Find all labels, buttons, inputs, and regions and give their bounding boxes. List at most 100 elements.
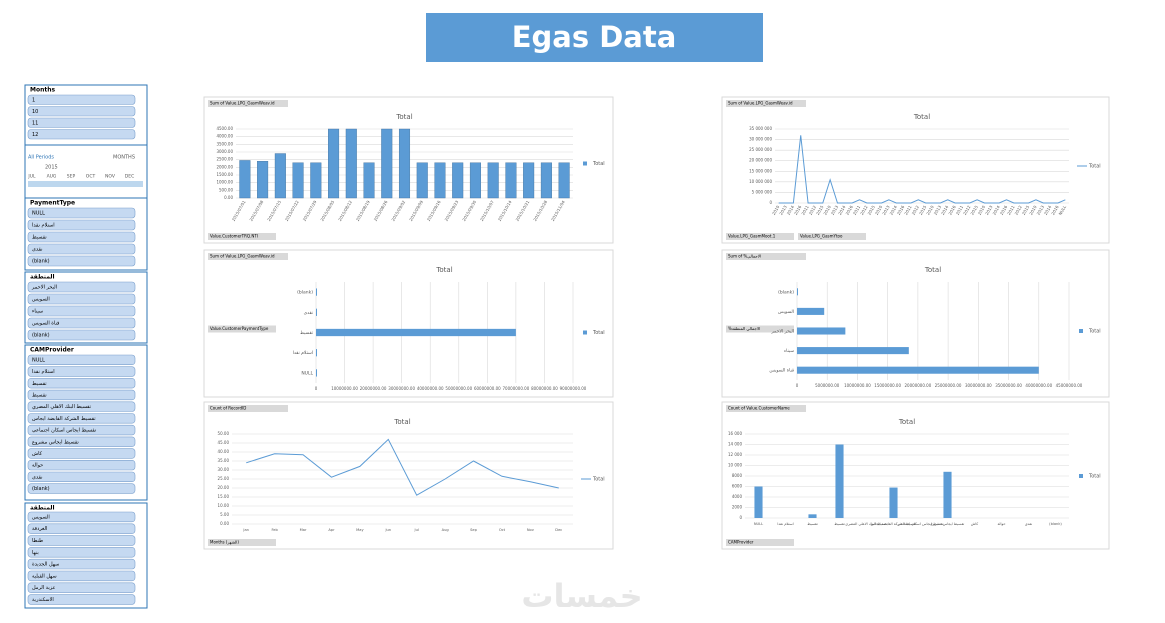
chart-title: Total [393, 418, 410, 426]
x-tick-label: Jul [414, 528, 419, 532]
x-tick-label: Oct [499, 528, 506, 532]
x-tick-label: 2016 [896, 204, 906, 216]
slicer-item-label: حوالة [32, 463, 43, 469]
slicer-item[interactable] [27, 582, 136, 593]
x-tick-label: NULL [1058, 204, 1068, 216]
slicer-item[interactable] [27, 117, 136, 128]
x-tick-label: 2013 [830, 204, 840, 216]
slicer-item-label: الاسكندرية [32, 597, 54, 603]
slicer-item[interactable] [27, 129, 136, 140]
filter-button[interactable] [208, 539, 276, 546]
slicer-item[interactable] [27, 219, 136, 231]
slicer-item[interactable] [27, 401, 136, 412]
bar [381, 128, 393, 199]
field-button[interactable] [208, 100, 288, 107]
slicer-item[interactable] [27, 570, 136, 582]
x-tick-label: 0 [315, 386, 318, 391]
slicer-item-label: تقسيط الشركة القابضة ايجاس [32, 416, 96, 422]
bar [434, 162, 446, 199]
filter-button[interactable] [208, 325, 276, 333]
timeline-month: SEP [67, 174, 76, 180]
slicer-item-label: قناة السويس [32, 321, 60, 327]
slicer-item[interactable] [27, 558, 136, 570]
slicer-item[interactable] [27, 231, 136, 243]
slicer-item[interactable] [27, 281, 136, 293]
slicer-item[interactable] [27, 436, 136, 447]
bar [889, 487, 898, 518]
field-button[interactable] [726, 253, 806, 260]
filter-button[interactable] [798, 233, 866, 240]
slicer-item[interactable] [27, 594, 136, 605]
slicer-item-label: كاش [32, 451, 43, 457]
slicer-item-label: تقسيط البنك الاهلي المصري [32, 404, 92, 410]
x-tick-label: 2011 [800, 204, 810, 216]
x-tick-label: 2014 [940, 204, 950, 216]
filter-button-label: CAMProvider [728, 540, 754, 545]
x-tick-label: Feb [271, 528, 278, 532]
y-tick-label: 35.00 [218, 458, 230, 463]
slicer-title: Months [30, 87, 56, 94]
slicer-item-label: (blank) [32, 259, 50, 265]
slicer-item-label: الغردقة [32, 526, 47, 532]
bar [523, 162, 535, 199]
slicer-item[interactable] [27, 305, 136, 317]
filter-button[interactable] [726, 233, 794, 240]
slicer-item[interactable] [27, 243, 136, 255]
slicer-item[interactable] [27, 448, 136, 459]
filter-button[interactable] [208, 233, 276, 240]
y-tick-label: 0 [739, 515, 742, 520]
slicer-item[interactable] [27, 293, 136, 305]
field-button[interactable] [208, 405, 288, 412]
x-tick-label: 90000000.00 [560, 386, 587, 391]
filter-button[interactable] [726, 539, 794, 546]
x-tick-label: 25000000.00 [935, 383, 962, 388]
y-tick-label: قناة السويس [769, 369, 794, 374]
x-tick-label: 2015 [969, 204, 979, 216]
slicer-item[interactable] [27, 424, 136, 436]
chart-title: Total [435, 266, 452, 274]
slicer-title: CAMProvider [30, 347, 74, 354]
slicer-item[interactable] [27, 511, 136, 523]
slicer-item[interactable] [27, 366, 136, 377]
slicer-item[interactable] [27, 317, 136, 329]
slicer-item[interactable] [27, 413, 136, 424]
slicer-item-label: (blank) [32, 333, 50, 339]
slicer-item[interactable] [27, 471, 136, 482]
slicer-item[interactable] [27, 459, 136, 471]
field-button[interactable] [726, 405, 806, 412]
bar [540, 162, 552, 199]
x-tick-label: 2016 [999, 204, 1009, 216]
field-button[interactable] [208, 253, 288, 260]
slicer-item[interactable] [27, 255, 136, 267]
slicer-item[interactable] [27, 106, 136, 117]
x-tick-label: 2011 [1006, 204, 1016, 216]
filter-button[interactable] [726, 325, 794, 333]
slicer-item-label: تقسيط ايجاس مشروع [32, 439, 79, 445]
y-tick-label: 3500.00 [216, 141, 233, 146]
field-button-label: Sum of Value.LPG_GasmWeav.id [210, 101, 275, 106]
x-tick-label: 2010 [1028, 204, 1038, 216]
x-tick-label: 70000000.00 [503, 386, 530, 391]
field-button-label: Sum of Value.LPG_GasmWeav.id [210, 254, 275, 259]
field-button[interactable] [726, 100, 806, 107]
slicer-item[interactable] [27, 535, 136, 546]
y-tick-label: 5.00 [220, 512, 229, 517]
slicer-item[interactable] [27, 389, 136, 401]
slicer-item[interactable] [27, 378, 136, 389]
slicer-item[interactable] [27, 354, 136, 365]
x-tick-label: 2015 [867, 204, 877, 216]
slicer-title: PaymentType [30, 200, 75, 207]
slicer-item[interactable] [27, 94, 136, 105]
slicer-item[interactable] [27, 483, 136, 494]
x-tick-label: 45000000.00 [1056, 383, 1083, 388]
slicer-item-label: السويس [32, 514, 50, 520]
slicer-item[interactable] [27, 329, 136, 341]
slicer-item[interactable] [27, 207, 136, 219]
chart-title: Total [898, 418, 915, 426]
bar [797, 288, 798, 296]
slicer-item[interactable] [27, 547, 136, 558]
bar [316, 349, 317, 357]
x-tick-label: 10000000.00 [844, 383, 871, 388]
x-tick-label: تقسيط الشركة القابضة ايجاس [871, 522, 917, 526]
slicer-item[interactable] [27, 523, 136, 534]
